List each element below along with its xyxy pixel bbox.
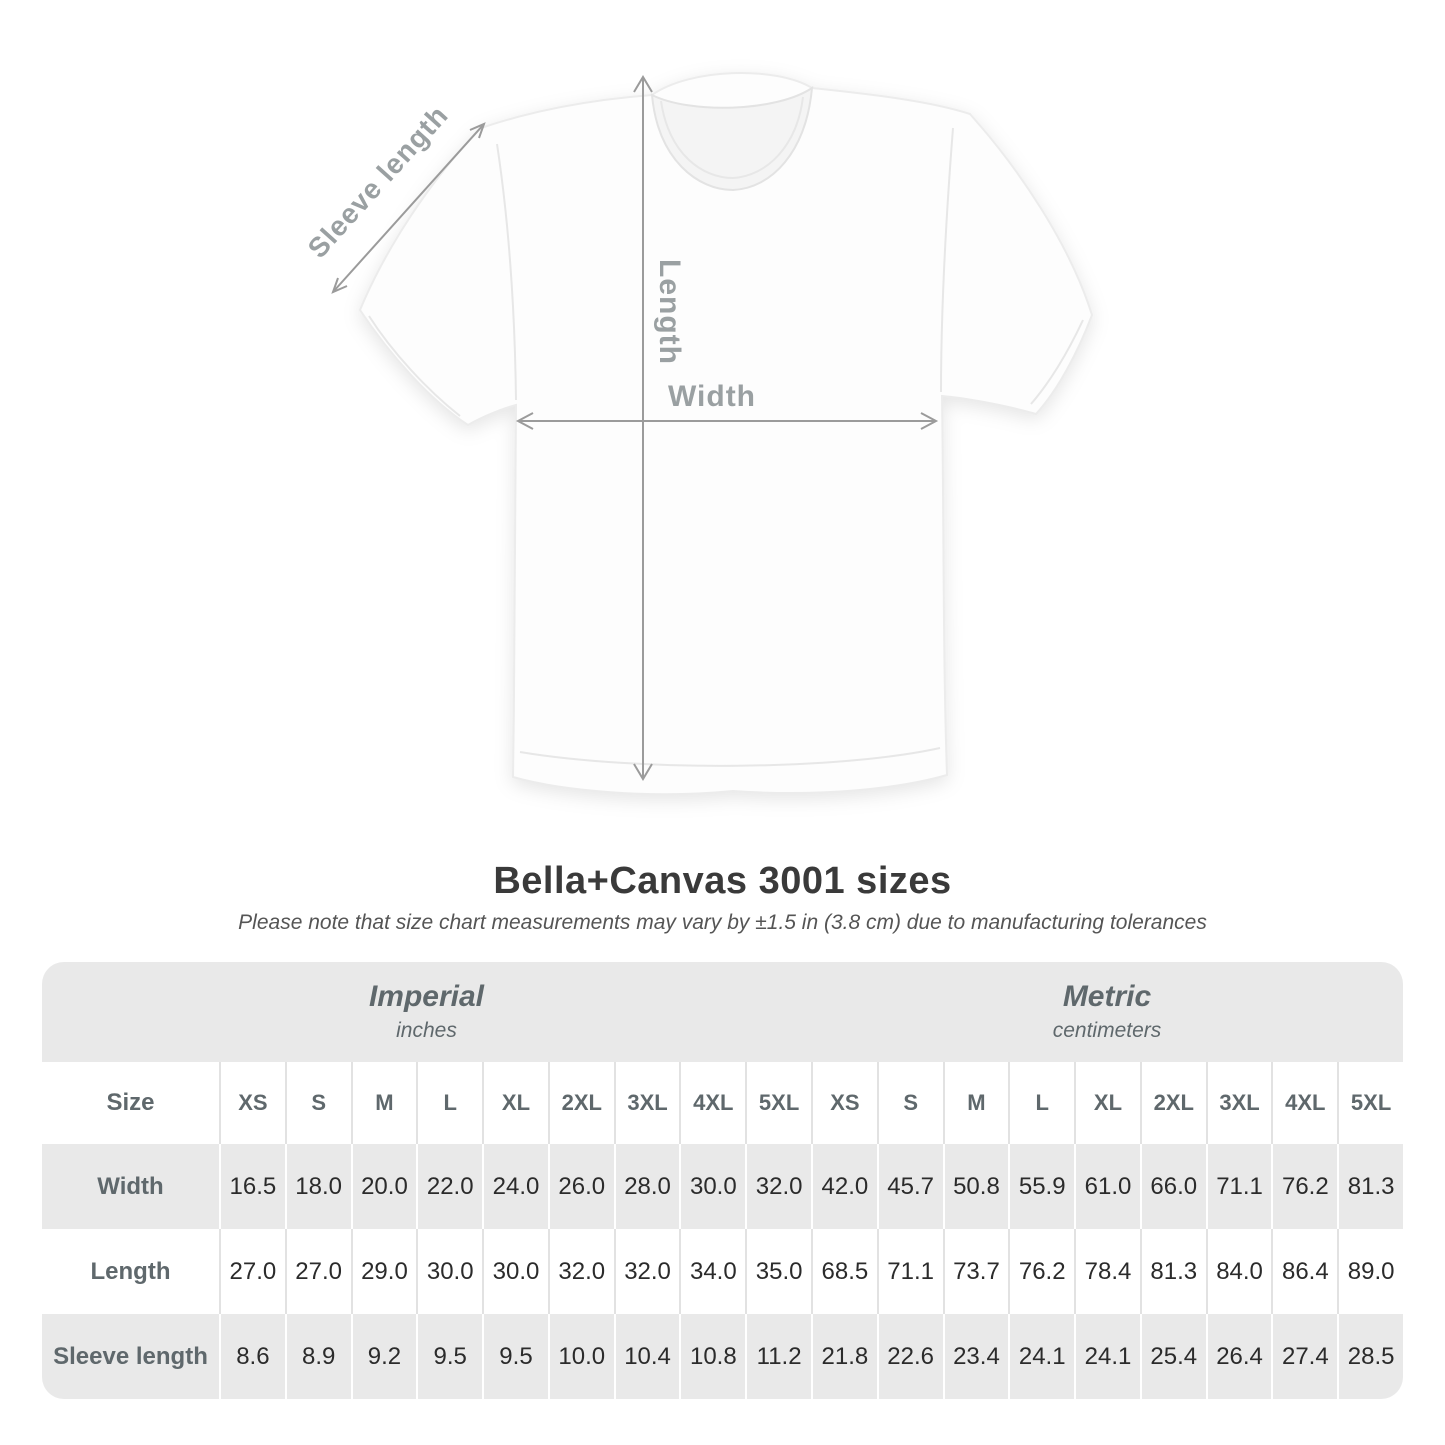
- size-header-cell: 2XL: [547, 1062, 614, 1144]
- size-header-cell: 4XL: [679, 1062, 746, 1144]
- size-diagram: Length Width Sleeve length: [302, 72, 1094, 796]
- table-cell: 23.4: [942, 1314, 1009, 1399]
- table-cell: 30.0: [679, 1144, 746, 1229]
- table-cell: 42.0: [811, 1144, 877, 1229]
- table-cell: 71.1: [876, 1229, 943, 1314]
- size-header-cell: XL: [1074, 1062, 1140, 1144]
- table-cell: 86.4: [1271, 1229, 1338, 1314]
- table-cell: 45.7: [876, 1144, 943, 1229]
- unit-name-metric: Metric: [1062, 980, 1152, 1013]
- table-cell: 9.5: [482, 1314, 548, 1399]
- table-cell: 22.0: [416, 1144, 483, 1229]
- collar: [650, 86, 814, 192]
- table-cell: 89.0: [1337, 1229, 1403, 1314]
- width-label: Width: [668, 380, 756, 413]
- table-cell: 24.1: [1074, 1314, 1140, 1399]
- table-cell: 34.0: [679, 1229, 746, 1314]
- table-cell: 10.4: [613, 1314, 680, 1399]
- table-cell: 25.4: [1139, 1314, 1206, 1399]
- collar-seam: [660, 96, 804, 180]
- table-cell: 24.0: [482, 1144, 548, 1229]
- size-header-cell: L: [416, 1062, 483, 1144]
- table-cell: 76.2: [1008, 1229, 1075, 1314]
- table-cell: 35.0: [745, 1229, 811, 1314]
- table-cell: 11.2: [745, 1314, 811, 1399]
- unit-header-metric: Metric centimeters: [811, 962, 1403, 1062]
- table-cell: 32.0: [745, 1144, 811, 1229]
- table-cell: 24.1: [1008, 1314, 1075, 1399]
- table-cell: 10.0: [547, 1314, 614, 1399]
- table-cell: 28.5: [1337, 1314, 1403, 1399]
- row-label-width: Width: [42, 1144, 219, 1229]
- table-cell: 68.5: [811, 1229, 877, 1314]
- table-cell: 32.0: [613, 1229, 680, 1314]
- table-cell: 16.5: [219, 1144, 285, 1229]
- table-cell: 9.2: [350, 1314, 417, 1399]
- size-column-label: Size: [42, 1062, 219, 1144]
- table-cell: 27.0: [219, 1229, 285, 1314]
- unit-name-imperial: Imperial: [368, 980, 485, 1013]
- table-cell: 29.0: [350, 1229, 417, 1314]
- size-header-cell: XS: [219, 1062, 285, 1144]
- size-header-cell: M: [350, 1062, 417, 1144]
- size-chart-table: Imperial inches Metric centimeters Size …: [42, 962, 1403, 1399]
- table-cell: 30.0: [482, 1229, 548, 1314]
- table-cell: 8.9: [284, 1314, 351, 1399]
- width-arrow: [515, 412, 939, 430]
- tshirt-body: [358, 72, 1094, 796]
- unit-header-imperial: Imperial inches: [42, 962, 811, 1062]
- table-cell: 30.0: [416, 1229, 483, 1314]
- page-title: Bella+Canvas 3001 sizes: [493, 860, 952, 902]
- size-header-cell: 3XL: [613, 1062, 680, 1144]
- table-cell: 18.0: [284, 1144, 351, 1229]
- table-cell: 78.4: [1074, 1229, 1140, 1314]
- table-cell: 26.4: [1205, 1314, 1272, 1399]
- table-cell: 55.9: [1008, 1144, 1075, 1229]
- size-header-cell: L: [1008, 1062, 1075, 1144]
- table-cell: 22.6: [876, 1314, 943, 1399]
- table-cell: 20.0: [350, 1144, 417, 1229]
- length-label: Length: [653, 259, 686, 365]
- size-header-cell: 2XL: [1139, 1062, 1206, 1144]
- unit-sub-metric: centimeters: [1052, 1019, 1162, 1042]
- page-subtitle: Please note that size chart measurements…: [238, 911, 1207, 934]
- table-cell: 32.0: [547, 1229, 614, 1314]
- tshirt-diagram-svg: Length Width Sleeve length: [302, 72, 1094, 796]
- table-cell: 50.8: [942, 1144, 1009, 1229]
- table-cell: 71.1: [1205, 1144, 1272, 1229]
- unit-sub-imperial: inches: [396, 1019, 457, 1042]
- length-arrow: [633, 75, 653, 781]
- table-cell: 76.2: [1271, 1144, 1338, 1229]
- table-cell: 84.0: [1205, 1229, 1272, 1314]
- table-cell: 73.7: [942, 1229, 1009, 1314]
- table-cell: 21.8: [811, 1314, 877, 1399]
- size-header-cell: S: [876, 1062, 943, 1144]
- size-header-cell: M: [942, 1062, 1009, 1144]
- table-cell: 61.0: [1074, 1144, 1140, 1229]
- row-label-length: Length: [42, 1229, 219, 1314]
- table-cell: 8.6: [219, 1314, 285, 1399]
- tshirt-graphic: [358, 72, 1094, 796]
- size-header-cell: XS: [811, 1062, 877, 1144]
- table-cell: 26.0: [547, 1144, 614, 1229]
- table-cell: 81.3: [1337, 1144, 1403, 1229]
- table-cell: 28.0: [613, 1144, 680, 1229]
- size-header-cell: 3XL: [1205, 1062, 1272, 1144]
- table-cell: 10.8: [679, 1314, 746, 1399]
- size-header-cell: XL: [482, 1062, 548, 1144]
- table-cell: 9.5: [416, 1314, 483, 1399]
- stitch-lines: [368, 127, 1084, 767]
- table-cell: 81.3: [1139, 1229, 1206, 1314]
- sleeve-length-arrow: [331, 122, 486, 294]
- table-cell: 27.0: [284, 1229, 351, 1314]
- size-header-cell: S: [284, 1062, 351, 1144]
- size-header-cell: 5XL: [745, 1062, 811, 1144]
- row-label-sleeve-length: Sleeve length: [42, 1314, 219, 1399]
- size-header-cell: 4XL: [1271, 1062, 1338, 1144]
- table-cell: 66.0: [1139, 1144, 1206, 1229]
- table-cell: 27.4: [1271, 1314, 1338, 1399]
- size-header-cell: 5XL: [1337, 1062, 1403, 1144]
